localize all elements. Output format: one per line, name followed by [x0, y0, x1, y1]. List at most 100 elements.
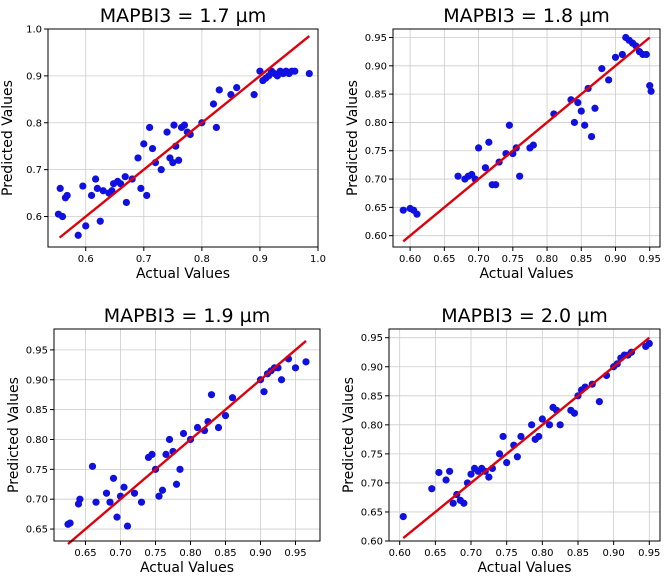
data-point	[291, 67, 299, 75]
data-point	[92, 175, 100, 183]
x-tick-label: 0.70	[460, 548, 482, 559]
data-point	[545, 421, 554, 429]
y-axis-label: Predicted Values	[345, 80, 361, 196]
data-point	[446, 467, 454, 475]
y-tick-label: 0.65	[361, 507, 383, 518]
data-point	[56, 184, 64, 192]
chart-title: MAPBI3 = 1.7 µm	[100, 5, 266, 27]
chart-panel-4: 0.60 0.65 0.70 0.75 0.80 0.85 0.90 0.95 0.60 0.65…	[341, 305, 661, 576]
y-tick-label: 0.6	[26, 212, 42, 223]
data-point	[66, 519, 74, 527]
data-point	[535, 432, 543, 441]
fit-line	[402, 36, 651, 243]
x-tick-label: 0.75	[144, 548, 166, 559]
data-point	[595, 398, 603, 406]
data-point	[428, 485, 436, 493]
chart-panel-3: 0.65 0.70 0.75 0.80 0.85 0.90 0.95 0.65 0.70 0.75…	[6, 305, 321, 576]
data-point	[87, 191, 96, 200]
data-point	[291, 364, 300, 372]
data-point	[399, 513, 407, 521]
data-point	[645, 339, 653, 348]
x-tick-label: 0.95	[638, 548, 660, 559]
data-point	[449, 499, 457, 507]
data-point	[79, 182, 87, 190]
data-point	[179, 429, 188, 438]
data-point	[577, 107, 585, 115]
data-point	[505, 121, 513, 129]
y-tick-label: 0.60	[365, 231, 387, 242]
x-tick-label: 0.9	[252, 254, 268, 265]
y-tick-label: 0.65	[26, 525, 48, 536]
data-point	[233, 84, 241, 92]
data-point	[146, 123, 154, 132]
data-point	[102, 489, 111, 497]
data-point	[214, 423, 223, 432]
y-tick-label: 0.7	[26, 165, 42, 176]
plot-frame	[47, 28, 319, 248]
data-point	[495, 450, 504, 458]
data-point	[556, 421, 564, 429]
data-point	[137, 184, 145, 192]
x-tick-label: 0.70	[109, 548, 131, 559]
x-tick-label: 0.85	[567, 548, 589, 559]
x-tick-label: 0.80	[536, 254, 558, 265]
data-point	[570, 118, 579, 127]
data-point	[120, 483, 128, 491]
y-tick-label: 0.95	[361, 333, 383, 344]
x-tick-label: 0.60	[389, 548, 411, 559]
y-tick-label: 0.60	[361, 537, 383, 548]
data-point	[82, 222, 90, 230]
chart-panel-1: 0.6 0.7 0.8 0.9 1.0 0.6 0.7 0.8 0.9 1.0 MAPBI3 = 1…	[0, 5, 326, 282]
y-axis-label: Predicted Values	[0, 80, 16, 196]
y-tick-label: 0.70	[365, 175, 387, 186]
plot-area	[54, 329, 320, 541]
y-tick-label: 0.95	[26, 345, 48, 356]
data-point	[587, 132, 596, 141]
y-tick-label: 0.90	[361, 362, 383, 373]
x-tick-label: 0.90	[604, 254, 626, 265]
x-tick-label: 0.7	[136, 254, 152, 265]
data-point	[413, 210, 421, 218]
data-point	[499, 432, 507, 441]
x-tick-label: 0.75	[502, 254, 524, 265]
data-point	[106, 498, 114, 506]
data-point	[467, 470, 475, 478]
x-tick-label: 1.0	[310, 254, 326, 265]
data-point	[96, 217, 104, 225]
data-point	[435, 468, 443, 477]
x-tick-label: 0.70	[467, 254, 489, 265]
data-point	[516, 172, 524, 180]
chart-title: MAPBI3 = 1.8 µm	[443, 5, 609, 27]
data-point	[481, 164, 490, 172]
data-point	[605, 76, 613, 84]
x-tick-label: 0.65	[433, 254, 455, 265]
x-axis-label: Actual Values	[140, 560, 234, 576]
x-tick-label: 0.85	[570, 254, 592, 265]
data-point	[528, 421, 536, 429]
y-tick-label: 0.90	[26, 375, 48, 386]
y-tick-label: 0.80	[361, 420, 383, 431]
y-tick-label: 0.8	[26, 118, 42, 129]
data-point	[513, 453, 521, 461]
data-point	[123, 522, 132, 530]
data-point	[485, 473, 493, 481]
y-tick-label: 0.70	[361, 478, 383, 489]
data-point	[163, 128, 171, 136]
data-point	[180, 121, 189, 129]
data-point	[517, 432, 525, 441]
data-point	[140, 140, 148, 148]
y-tick-label: 1.0	[26, 25, 42, 36]
data-point	[158, 486, 167, 494]
data-point	[215, 86, 223, 94]
data-point	[591, 104, 599, 112]
data-point	[492, 181, 500, 189]
plot-frame	[53, 328, 321, 542]
y-tick-label: 0.95	[365, 33, 387, 44]
data-point	[485, 138, 493, 146]
y-tick-label: 0.75	[365, 146, 387, 157]
x-tick-label: 0.65	[74, 548, 96, 559]
data-point	[598, 65, 606, 73]
data-point	[63, 191, 71, 200]
data-point	[250, 91, 258, 99]
